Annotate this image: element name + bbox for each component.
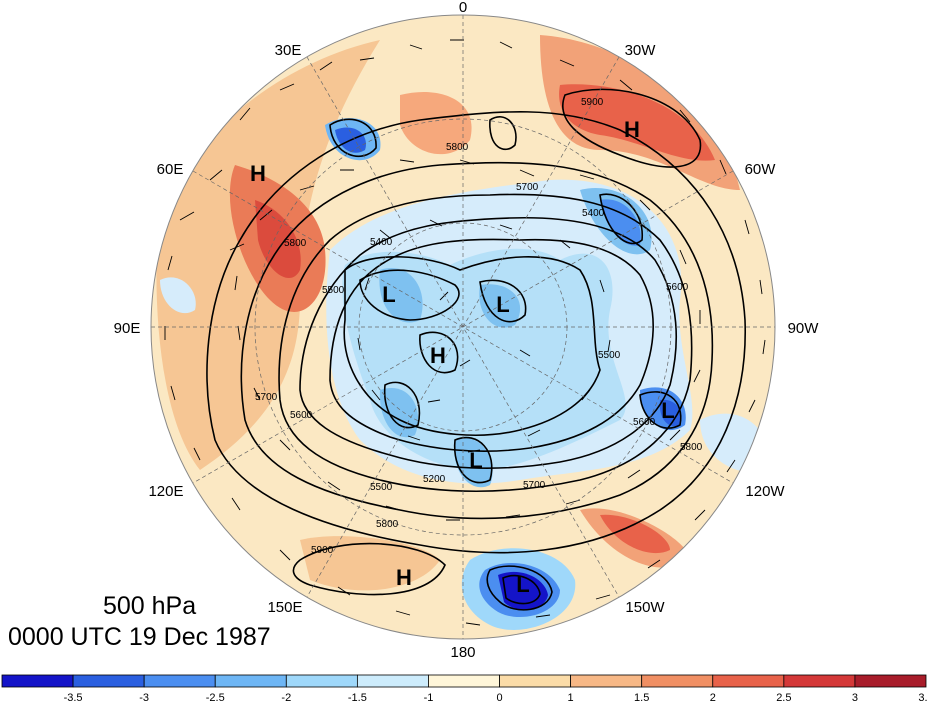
- colorbar-swatch: [854, 674, 927, 688]
- lon-label-90w: 90W: [788, 320, 820, 337]
- lon-label-30e: 30E: [275, 42, 302, 59]
- lon-label-120e: 120E: [148, 483, 183, 500]
- contour-label: 5800: [284, 238, 307, 249]
- lon-label-90e: 90E: [114, 320, 141, 337]
- colorbar-swatch: [143, 674, 216, 688]
- high-center-label: H: [250, 161, 266, 186]
- contour-label: 5900: [581, 97, 604, 108]
- colorbar-tick-label: -1.5: [348, 692, 367, 704]
- colorbar-swatch: [72, 674, 145, 688]
- contour-label: 5700: [255, 392, 278, 403]
- colorbar-tick-label: -3.5: [64, 692, 83, 704]
- level-title: 500 hPa: [103, 592, 197, 620]
- colorbar-swatch: [356, 674, 429, 688]
- contour-label: 5500: [322, 285, 345, 296]
- contour-label: 5500: [598, 350, 621, 361]
- colorbar-tick-label: -2: [281, 692, 291, 704]
- contour-label: 5600: [633, 417, 656, 428]
- lon-label-150e: 150E: [267, 599, 302, 616]
- colorbar-swatch: [783, 674, 856, 688]
- wind-barbs: [164, 39, 766, 626]
- colorbar-tick-label: 3: [852, 692, 858, 704]
- contour-label: 5700: [516, 182, 539, 193]
- colorbar-swatch: [1, 674, 74, 688]
- contour-label: 5500: [370, 482, 393, 493]
- colorbar-swatch: [712, 674, 785, 688]
- low-center-label: L: [382, 282, 395, 307]
- colorbar-tick-label: 1.5: [634, 692, 649, 704]
- high-center-label: H: [430, 343, 446, 368]
- contour-label: 5900: [311, 545, 334, 556]
- colorbar-swatch: [641, 674, 714, 688]
- colorbar-tick-label: 3.5: [918, 692, 928, 704]
- colorbar-tick-label: 2.5: [776, 692, 791, 704]
- colorbar-tick-label: -2.5: [206, 692, 225, 704]
- valid-time-title: 0000 UTC 19 Dec 1987: [8, 623, 271, 651]
- low-center-label: L: [496, 292, 509, 317]
- map-border: [150, 14, 776, 640]
- lon-label-150w: 150W: [625, 599, 665, 616]
- contour-label: 5400: [582, 208, 605, 219]
- high-center-label: H: [624, 117, 640, 142]
- contour-label: 5200: [423, 474, 446, 485]
- colorbar-swatch: [214, 674, 287, 688]
- lon-label-180: 180: [450, 644, 475, 661]
- lon-label-30w: 30W: [625, 42, 657, 59]
- contour-label: 5700: [523, 480, 546, 491]
- colorbar-tick-label: -1: [424, 692, 434, 704]
- colorbar-tick-label: -3: [139, 692, 149, 704]
- low-center-label: L: [661, 398, 674, 423]
- contour-label: 5800: [376, 519, 399, 530]
- colorbar-swatch: [428, 674, 500, 688]
- lon-label-60e: 60E: [157, 161, 184, 178]
- low-center-label: L: [469, 448, 482, 473]
- colorbar-swatch: [570, 674, 643, 688]
- high-center-label: H: [396, 565, 412, 590]
- lon-label-0: 0: [459, 0, 467, 16]
- contour-label: 5800: [680, 442, 703, 453]
- contour-label: 5400: [370, 237, 393, 248]
- colorbar: -3.5 -3 -2.5 -2 -1.5 -1 0 1 1.5 2 2.5 3 3.5: [1, 674, 928, 704]
- colorbar-tick-label: 0: [496, 692, 502, 704]
- low-center-label: L: [516, 572, 529, 597]
- contour-label: 5800: [446, 142, 469, 153]
- colorbar-tick-label: 2: [710, 692, 716, 704]
- height-contours: [206, 88, 746, 611]
- lon-label-60w: 60W: [745, 161, 777, 178]
- lon-label-120w: 120W: [745, 483, 785, 500]
- contour-label: 5600: [666, 282, 689, 293]
- colorbar-tick-label: 1: [568, 692, 574, 704]
- colorbar-swatch: [499, 674, 572, 688]
- contour-label: 5600: [290, 410, 313, 421]
- graticule: [151, 15, 775, 639]
- colorbar-swatch: [285, 674, 358, 688]
